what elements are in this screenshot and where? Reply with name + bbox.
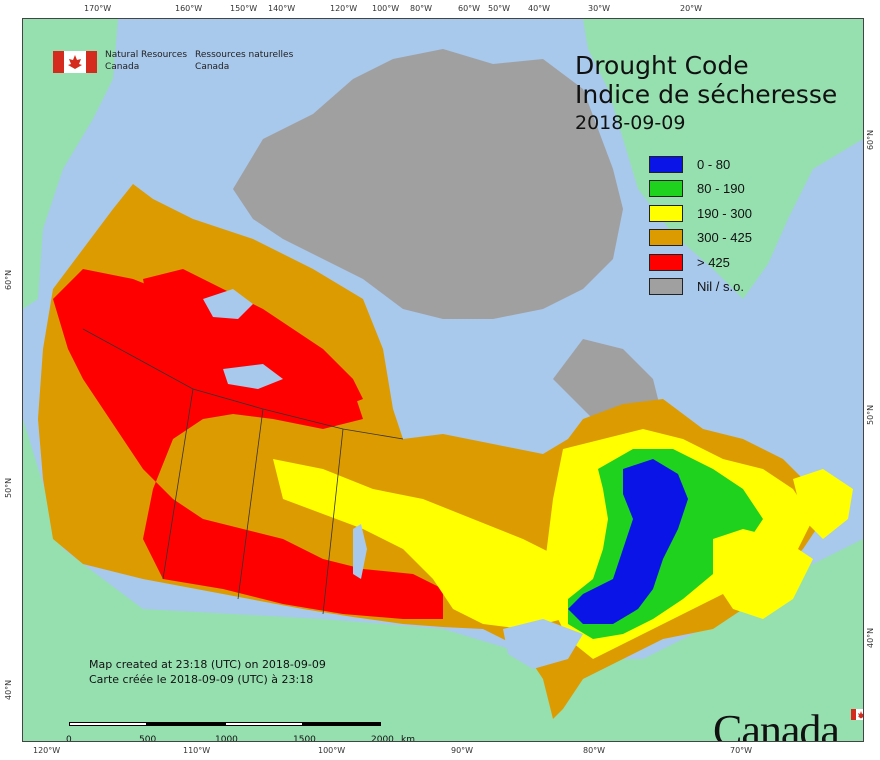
top-longitude-label: 20°W xyxy=(680,4,703,13)
scale-label: 2000 xyxy=(371,735,394,742)
legend-label: Nil / s.o. xyxy=(697,279,744,295)
agency-english: Natural Resources Canada xyxy=(105,49,187,73)
great-bear-lake xyxy=(203,289,253,319)
great-slave-lake xyxy=(223,364,283,389)
drought-code-map xyxy=(23,19,863,741)
legend-label: 0 - 80 xyxy=(697,156,731,172)
left-latitude-label: 50°N xyxy=(4,477,13,498)
scale-seg xyxy=(225,722,303,726)
legend-label: 80 - 190 xyxy=(697,181,745,197)
agency-en-line2: Canada xyxy=(105,62,140,72)
lake-winnipeg xyxy=(353,524,367,579)
arctic-islands xyxy=(233,49,623,319)
red-west xyxy=(53,269,443,619)
legend-item: 190 - 300 xyxy=(649,201,752,226)
agency-en-line1: Natural Resources xyxy=(105,50,188,60)
scale-seg xyxy=(69,722,147,726)
scale-label: 1500 xyxy=(293,735,316,742)
map-date: 2018-09-09 xyxy=(575,112,686,134)
scale-label: 1000 xyxy=(215,735,238,742)
scale-label: 500 xyxy=(139,735,157,742)
greenland xyxy=(583,19,863,299)
title-french: Indice de sécheresse xyxy=(575,80,838,109)
legend-item: 300 - 425 xyxy=(649,226,752,251)
wordmark-flag-icon xyxy=(851,709,863,720)
legend-label: > 425 xyxy=(697,254,730,270)
legend-swatch xyxy=(649,180,683,198)
bottom-longitude-label: 70°W xyxy=(730,746,753,755)
canada-flag-icon xyxy=(53,51,97,73)
legend-item: 80 - 190 xyxy=(649,177,752,202)
legend-label: 300 - 425 xyxy=(697,230,752,246)
top-longitude-label: 150°W xyxy=(230,4,258,13)
top-longitude-label: 100°W xyxy=(372,4,400,13)
bottom-longitude-label: 100°W xyxy=(318,746,346,755)
scale-seg xyxy=(147,722,225,726)
top-longitude-label: 140°W xyxy=(268,4,296,13)
yellow-central xyxy=(273,459,583,629)
wordmark-text: Canada xyxy=(713,706,840,742)
usa-land xyxy=(23,419,863,741)
scale-bar-graphic: 0 500 1000 1500 2000 km xyxy=(66,722,415,741)
creation-note-fr: Carte créée le 2018-09-09 (UTC) à 23:18 xyxy=(89,673,314,686)
scale-label: 0 xyxy=(66,735,72,742)
left-latitude-label: 40°N xyxy=(4,679,13,700)
agency-french: Ressources naturelles Canada xyxy=(195,49,293,73)
bottom-longitude-label: 90°W xyxy=(451,746,474,755)
bottom-longitude-label: 120°W xyxy=(33,746,61,755)
bottom-longitude-label: 110°W xyxy=(183,746,211,755)
maritimes xyxy=(713,529,813,619)
scale-bar: 0 500 1000 1500 2000 km xyxy=(66,722,415,741)
right-latitude-label: 50°N xyxy=(866,404,875,425)
agency-fr-line1: Ressources naturelles xyxy=(195,50,294,60)
legend-label: 190 - 300 xyxy=(697,205,752,221)
right-latitude-label: 40°N xyxy=(866,627,875,648)
top-longitude-label: 80°W xyxy=(410,4,433,13)
creation-note: Map created at 23:18 (UTC) on 2018-09-09… xyxy=(89,657,326,687)
agency-signature: Natural Resources Canada Ressources natu… xyxy=(53,49,293,73)
map-frame: Natural Resources Canada Ressources natu… xyxy=(22,18,864,742)
bottom-longitude-label: 80°W xyxy=(583,746,606,755)
great-lakes xyxy=(503,619,583,669)
scale-unit: km xyxy=(401,735,415,742)
legend-swatch xyxy=(649,253,683,271)
red-north xyxy=(143,269,363,414)
hudson-bay xyxy=(383,329,568,449)
legend: 0 - 80 80 - 190 190 - 300 300 - 425 > 425 Nil… xyxy=(649,152,752,299)
top-longitude-label: 170°W xyxy=(84,4,112,13)
creation-note-en: Map created at 23:18 (UTC) on 2018-09-09 xyxy=(89,658,326,671)
left-latitude-label: 60°N xyxy=(4,269,13,290)
top-longitude-label: 120°W xyxy=(330,4,358,13)
top-longitude-label: 160°W xyxy=(175,4,203,13)
legend-item: Nil / s.o. xyxy=(649,275,752,300)
blue-quebec xyxy=(568,459,688,624)
legend-swatch xyxy=(649,229,683,247)
map-title-block: Drought Code Indice de sécheresse 2018-0… xyxy=(575,51,837,137)
top-longitude-label: 50°W xyxy=(488,4,511,13)
canada-wordmark: Canada xyxy=(713,705,863,742)
agency-fr-line2: Canada xyxy=(195,62,230,72)
top-longitude-label: 30°W xyxy=(588,4,611,13)
legend-item: 0 - 80 xyxy=(649,152,752,177)
top-longitude-label: 60°W xyxy=(458,4,481,13)
right-latitude-label: 60°N xyxy=(866,129,875,150)
legend-item: > 425 xyxy=(649,250,752,275)
title-english: Drought Code xyxy=(575,51,749,80)
top-longitude-label: 40°W xyxy=(528,4,551,13)
scale-seg xyxy=(303,722,381,726)
alaska xyxy=(23,19,118,309)
legend-swatch xyxy=(649,155,683,173)
legend-swatch xyxy=(649,204,683,222)
newfoundland xyxy=(793,469,853,539)
legend-swatch xyxy=(649,278,683,296)
